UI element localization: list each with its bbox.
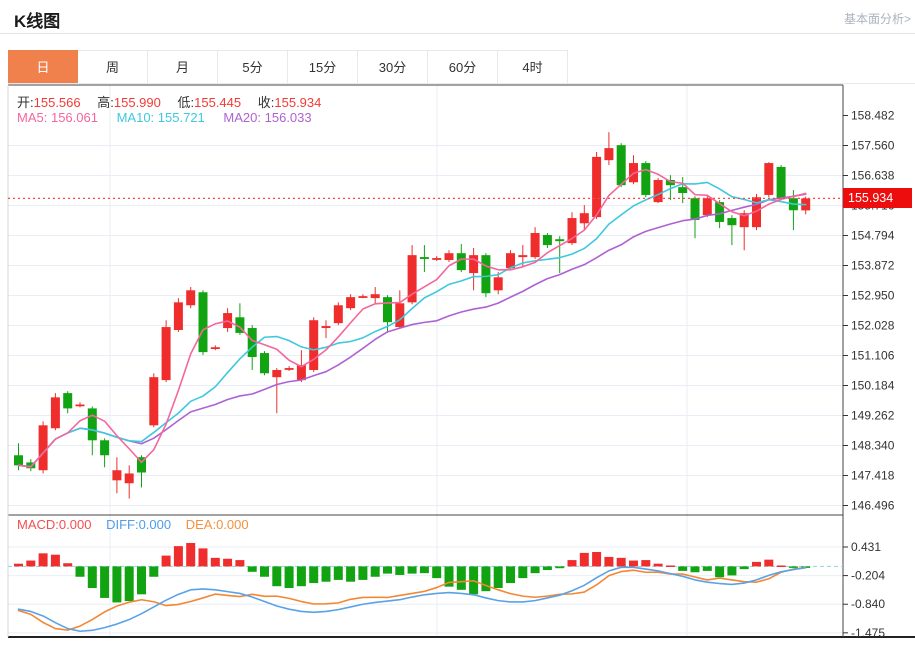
- svg-text:147.418: 147.418: [851, 469, 895, 483]
- tab-5min[interactable]: 5分: [218, 50, 288, 83]
- grid-layer: [8, 85, 843, 637]
- low-value: 155.445: [194, 95, 242, 110]
- svg-text:146.496: 146.496: [851, 499, 895, 513]
- svg-text:153.872: 153.872: [851, 259, 895, 273]
- last-price-tag: 155.934: [843, 188, 912, 209]
- tab-15min[interactable]: 15分: [288, 50, 358, 83]
- timeframe-tabs: 日 周 月 5分 15分 30分 60分 4时: [8, 50, 915, 84]
- high-label: 高:: [97, 95, 114, 110]
- svg-text:157.560: 157.560: [851, 139, 895, 153]
- svg-text:158.482: 158.482: [851, 109, 895, 123]
- diff-value-legend: DIFF:0.000: [106, 517, 172, 532]
- svg-text:148.340: 148.340: [851, 439, 895, 453]
- svg-text:0.431: 0.431: [851, 540, 881, 554]
- low-label: 低:: [177, 95, 195, 110]
- ma5-line: [17, 168, 807, 468]
- macd-layer: [8, 542, 843, 633]
- dea-value-legend: DEA:0.000: [185, 517, 249, 532]
- ma5-legend: MA5: 156.061: [17, 110, 98, 125]
- tab-monthly[interactable]: 月: [148, 50, 218, 83]
- high-value: 155.990: [113, 95, 161, 110]
- tab-30min[interactable]: 30分: [358, 50, 428, 83]
- diff-line: [17, 566, 807, 633]
- ma20-legend: MA20: 156.033: [223, 110, 312, 125]
- open-value: 155.566: [33, 95, 81, 110]
- macd-legend: MACD:0.000 DIFF:0.000 DEA:0.000: [17, 517, 260, 532]
- ma10-legend: MA10: 155.721: [116, 110, 205, 125]
- svg-text:150.184: 150.184: [851, 379, 895, 393]
- svg-text:-0.840: -0.840: [851, 597, 885, 611]
- close-value: 155.934: [274, 95, 322, 110]
- ohlc-legend: 开:155.566 高:155.990 低:155.445 收:155.934: [17, 92, 334, 111]
- ma20-line: [17, 193, 807, 468]
- macd-value-legend: MACD:0.000: [17, 517, 92, 532]
- svg-text:154.794: 154.794: [851, 229, 895, 243]
- ma-lines: [17, 168, 807, 468]
- tab-60min[interactable]: 60分: [428, 50, 498, 83]
- svg-text:151.106: 151.106: [851, 349, 895, 363]
- tab-daily[interactable]: 日: [8, 50, 78, 83]
- tab-weekly[interactable]: 周: [78, 50, 148, 83]
- svg-text:152.950: 152.950: [851, 289, 895, 303]
- ma-legend: MA5: 156.061 MA10: 155.721 MA20: 156.033: [17, 110, 327, 125]
- svg-text:-1.475: -1.475: [851, 626, 885, 640]
- svg-text:-0.204: -0.204: [851, 569, 885, 583]
- tab-4hour[interactable]: 4时: [498, 50, 568, 83]
- candle-layer: [14, 132, 811, 499]
- close-label: 收:: [257, 95, 275, 110]
- svg-text:156.638: 156.638: [851, 169, 895, 183]
- panel-header: K线图 基本面分析>: [0, 0, 915, 34]
- chart-frame: [7, 84, 915, 638]
- open-label: 开:: [17, 95, 34, 110]
- ma10-line: [17, 181, 807, 468]
- page-title: K线图: [14, 12, 61, 31]
- svg-text:149.262: 149.262: [851, 409, 895, 423]
- fundamental-analysis-link[interactable]: 基本面分析>: [843, 12, 911, 26]
- svg-text:152.028: 152.028: [851, 319, 895, 333]
